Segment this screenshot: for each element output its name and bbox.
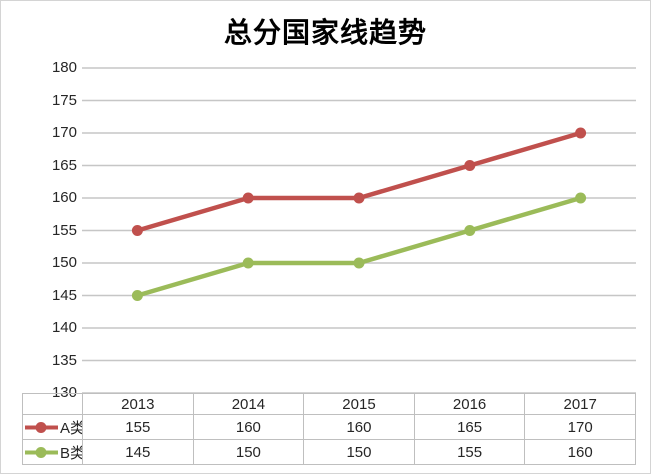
- series-b-row: B类 145 150 150 155 160: [22, 439, 636, 465]
- y-axis-tick-label: 155: [51, 221, 77, 239]
- y-axis-tick-label: 175: [51, 91, 77, 109]
- y-axis-tick-label: 140: [51, 319, 77, 336]
- series-a-legend-cell: A类: [22, 414, 83, 440]
- data-point-marker: [353, 192, 365, 204]
- year-column-header: 2013: [82, 393, 194, 415]
- table-cell: 160: [303, 414, 415, 440]
- series-b-legend-cell: B类: [22, 439, 83, 465]
- y-axis-tick-label: 150: [51, 254, 77, 271]
- y-axis-tick-label: 170: [51, 124, 77, 141]
- table-cell: 150: [192, 439, 305, 465]
- series-a-marker-icon: [25, 421, 58, 433]
- data-point-marker: [131, 290, 143, 301]
- series-a-label: A类: [60, 419, 82, 437]
- table-cell: 150: [303, 439, 415, 465]
- data-point-marker: [575, 127, 587, 139]
- table-cell: 155: [413, 439, 526, 465]
- chart-title: 总分国家线趋势: [223, 17, 427, 48]
- data-point-marker: [242, 192, 254, 204]
- data-point-marker: [464, 160, 476, 171]
- year-column-header: 2015: [303, 393, 415, 415]
- year-column-header: 2017: [524, 393, 636, 415]
- year-column-header: 2016: [413, 393, 526, 415]
- year-column-header: 2014: [192, 393, 305, 415]
- table-cell: 145: [82, 439, 194, 465]
- data-point-marker: [131, 225, 143, 236]
- y-axis-tick-label: 145: [51, 286, 77, 304]
- data-table: 2013 2014 2015 2016 2017 A类 155 160 160 …: [22, 393, 636, 465]
- y-axis-tick-label: 160: [51, 189, 77, 206]
- data-point-marker: [242, 257, 254, 269]
- series-b-marker-icon: [25, 446, 58, 458]
- table-corner: [22, 393, 83, 415]
- table-cell: 160: [192, 414, 305, 440]
- table-cell: 165: [413, 414, 526, 440]
- table-cell: 160: [524, 439, 636, 465]
- y-axis-tick-label: 135: [51, 351, 77, 369]
- y-axis-tick-label: 180: [51, 59, 77, 76]
- data-point-marker: [464, 225, 476, 236]
- y-axis-tick-label: 165: [51, 156, 77, 174]
- data-point-marker: [353, 257, 365, 269]
- series-a-row: A类 155 160 160 165 170: [22, 414, 636, 440]
- year-header-row: 2013 2014 2015 2016 2017: [22, 393, 636, 415]
- series-b-label: B类: [60, 444, 82, 462]
- table-cell: 155: [82, 414, 194, 440]
- table-cell: 170: [524, 414, 636, 440]
- data-point-marker: [575, 192, 587, 204]
